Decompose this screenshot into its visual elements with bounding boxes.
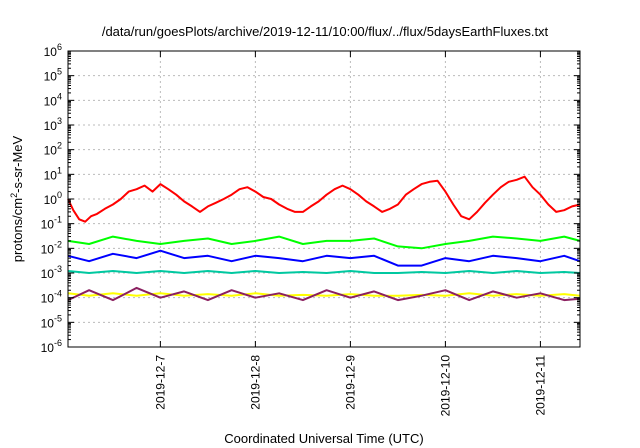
x-axis-label: Coordinated Universal Time (UTC) — [224, 431, 423, 446]
y-tick-label: 106 — [44, 42, 62, 59]
series-line-6 — [67, 286, 581, 302]
series-line-3 — [67, 249, 581, 267]
y-tick-label: 100 — [44, 190, 62, 207]
x-tick-label: 2019-12-7 — [153, 355, 167, 410]
y-tick-label: 10-3 — [41, 264, 62, 281]
series-layer — [67, 175, 581, 302]
grid — [68, 51, 580, 347]
y-tick-label: 104 — [44, 91, 62, 108]
y-tick-label: 10-1 — [41, 215, 62, 232]
x-tick-label: 2019-12-8 — [248, 355, 262, 410]
x-tick-label: 2019-12-9 — [343, 355, 357, 410]
y-tick-label: 101 — [44, 165, 62, 182]
x-tick-label: 2019-12-11 — [533, 355, 547, 416]
y-tick-label: 105 — [44, 67, 62, 84]
y-tick-label: 10-6 — [41, 338, 62, 355]
x-tick-label: 2019-12-10 — [438, 355, 452, 417]
y-tick-label: 102 — [44, 141, 62, 158]
series-line-2 — [67, 235, 581, 250]
y-tick-label: 10-2 — [41, 239, 62, 256]
series-line-4 — [67, 270, 581, 274]
x-axis: 2019-12-7 2019-12-8 2019-12-9 2019-12-10 201… — [153, 51, 547, 416]
chart-title: /data/run/goesPlots/archive/2019-12-11/1… — [102, 24, 549, 39]
series-line-1 — [67, 175, 581, 223]
y-tick-label: 10-4 — [41, 289, 62, 306]
y-axis: 10-6 10-5 10-4 10-3 10-2 10-1 100 101 102 103 104 1… — [41, 42, 580, 355]
y-tick-label: 103 — [44, 116, 62, 133]
y-tick-label: 10-5 — [41, 313, 62, 330]
y-axis-label: protons/cm2-s-sr-MeV — [9, 135, 25, 262]
